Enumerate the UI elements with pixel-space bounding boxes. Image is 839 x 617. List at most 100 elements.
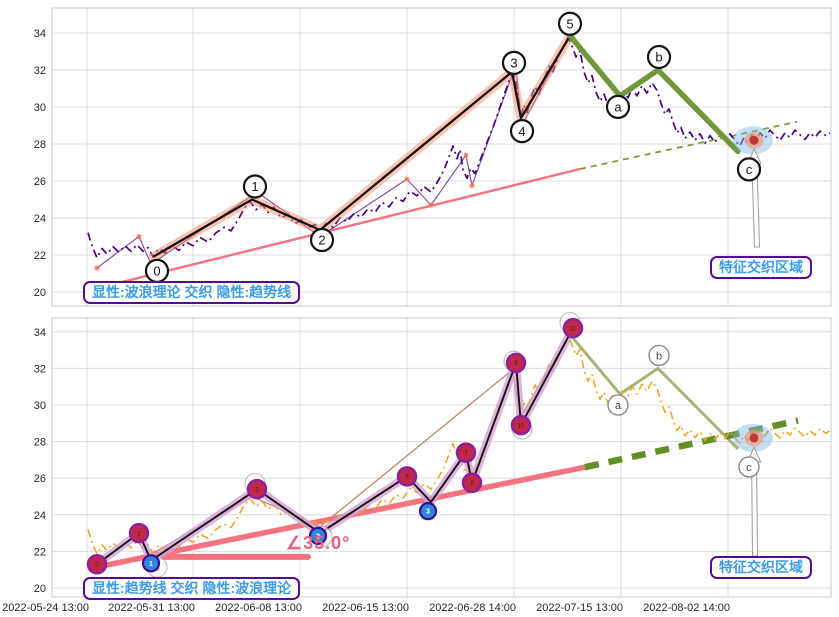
pivot-marker-red-label: 9	[514, 361, 518, 367]
zigzag-glow	[93, 324, 577, 569]
wave-marker-a: a	[607, 394, 629, 416]
y-tick-label: 20	[34, 287, 46, 299]
feature-region-dot	[749, 135, 759, 145]
wave-marker-c: c	[736, 157, 762, 182]
pivot-marker-red-circle	[396, 466, 418, 487]
y-tick-label: 30	[34, 102, 46, 114]
wave-marker-5-circle	[557, 11, 583, 36]
trendline-angle-annotation: ∠35.0°	[286, 533, 351, 553]
pivot-marker-red-label: 10	[518, 423, 525, 429]
wave-marker-a-circle	[607, 394, 629, 416]
wave-marker-c-label: c	[746, 462, 752, 474]
wave-marker-c-label: c	[746, 162, 753, 177]
trend-anchor-marker-blue-circle	[308, 526, 328, 545]
pivot-marker-red-circle	[510, 414, 532, 436]
wave-marker-1-circle	[242, 174, 268, 199]
wave-marker-3-circle	[501, 50, 527, 75]
pivot-marker-red: 11	[562, 317, 584, 339]
wave-marker-a-label: a	[615, 400, 622, 412]
zigzag-line	[96, 327, 574, 565]
pivot-marker-red: 10	[510, 414, 532, 436]
wave-marker-c: c	[738, 456, 760, 478]
pivot-marker-red-circle	[86, 553, 108, 575]
x-tick-label: 2022-06-15 13:00	[322, 602, 409, 614]
pivot-dot-implicit	[94, 265, 100, 271]
wave-line-abc-pale	[568, 333, 740, 450]
wave-line-abc	[567, 33, 741, 155]
wave-marker-1: 1	[242, 174, 268, 199]
wave-marker-a: a	[605, 94, 631, 120]
pivot-marker-red-circle	[455, 442, 477, 463]
pivot-dot-implicit	[463, 152, 469, 158]
price-line	[87, 335, 831, 555]
y-tick-label: 22	[34, 546, 46, 558]
pivot-dot-implicit	[404, 176, 410, 182]
pivot-marker-red-circle	[505, 352, 527, 374]
bottom-panel: 012345abc01357891011123	[86, 311, 831, 578]
trendline-dashed-thick	[584, 417, 799, 471]
wave-marker-b-label: b	[655, 50, 662, 65]
x-tick-label: 2022-08-02 14:00	[643, 602, 730, 614]
pivot-marker-red: 8	[461, 472, 483, 494]
pivot-marker-red-circle	[461, 472, 483, 494]
feature-region-dot	[749, 433, 759, 443]
y-tick-label: 28	[34, 139, 46, 151]
bottom-panel-legend: 显性:趋势线 交织 隐性:波浪理论	[83, 577, 301, 600]
trend-anchor-marker-blue-label: 3	[426, 509, 430, 516]
y-tick-label: 32	[34, 363, 46, 375]
wave-marker-2: 2	[309, 227, 335, 253]
trend-anchor-marker-blue-circle	[418, 502, 438, 521]
wave-marker-5-label: 5	[566, 16, 573, 31]
wave-marker-b-circle	[646, 44, 672, 70]
zigzag-thin-line	[96, 29, 574, 269]
top-panel-legend: 显性:波浪理论 交织 隐性:趋势线	[83, 281, 301, 304]
pivot-marker-red: 5	[396, 466, 418, 487]
pivot-marker-red-label: 11	[570, 326, 577, 332]
x-tick-label: 2022-06-28 14:00	[429, 602, 516, 614]
trend-anchor-marker-blue: 2	[308, 526, 328, 545]
top-panel-spine	[51, 7, 832, 307]
top-feature-region-label: 特征交织区域	[710, 256, 812, 279]
pivot-marker-red-label: 3	[255, 487, 259, 493]
trend-anchor-marker-blue-label: 2	[316, 533, 320, 540]
pivot-marker-red: 0	[86, 553, 108, 575]
wave-marker-b: b	[646, 44, 672, 70]
pivot-marker-red-circle	[562, 317, 584, 339]
bottom-panel-spine	[51, 317, 832, 598]
y-tick-label: 34	[34, 28, 46, 40]
pivot-marker-red-label: 7	[464, 451, 468, 457]
wave-marker-0: 0	[144, 258, 170, 283]
top-panel: 0 1 2 3 4 5 a b c	[84, 11, 831, 293]
wave-marker-3-label: 3	[510, 56, 517, 71]
wave-marker-3: 3	[501, 50, 527, 75]
wave-marker-a-circle	[605, 94, 631, 120]
pivot-dot-implicit	[428, 202, 434, 208]
x-tick-label: 2022-05-31 13:00	[108, 602, 195, 614]
pivot-marker-red-circle	[246, 478, 268, 500]
wave-marker-2-circle	[309, 227, 335, 253]
y-tick-label: 24	[34, 213, 46, 225]
x-axis-tick-labels: 2022-05-24 13:00 2022-05-31 13:00 2022-06-…	[2, 602, 730, 614]
y-tick-label: 28	[34, 437, 46, 449]
wave-marker-4: 4	[509, 119, 535, 144]
pivot-marker-red-label: 5	[405, 475, 409, 481]
pivot-marker-red-label: 1	[137, 531, 141, 537]
trend-anchor-marker-blue: 1	[141, 554, 161, 573]
trend-anchor-marker-blue: 3	[418, 502, 438, 521]
pivot-marker-red-circle	[128, 522, 150, 544]
y-tick-label: 24	[34, 510, 46, 522]
pivot-dot-implicit	[469, 183, 475, 189]
x-tick-label: 2022-06-08 13:00	[215, 602, 302, 614]
wave-marker-4-label: 4	[518, 124, 525, 139]
wave-marker-b: b	[648, 344, 670, 367]
wave-marker-5: 5	[557, 11, 583, 36]
x-tick-label: 2022-05-24 13:00	[2, 602, 89, 614]
pivot-dot-implicit	[136, 234, 142, 239]
price-line	[87, 36, 831, 259]
wave-marker-4-circle	[509, 119, 535, 144]
pivot-marker-red: 3	[246, 478, 268, 500]
wave-marker-b-label: b	[656, 350, 662, 362]
